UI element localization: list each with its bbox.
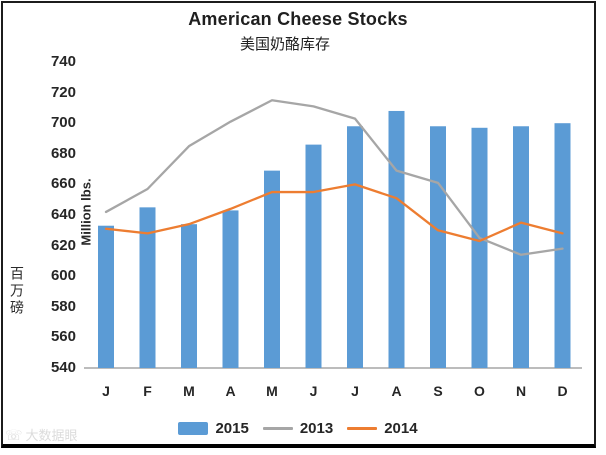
legend-line-swatch-icon bbox=[262, 427, 293, 430]
y-tick-label: 640 bbox=[50, 206, 76, 223]
legend-item-2014: 2014 bbox=[347, 420, 418, 437]
chart-title: American Cheese Stocks bbox=[188, 9, 408, 29]
bar-2015-D bbox=[554, 123, 571, 368]
y-tick-label: 540 bbox=[50, 359, 76, 376]
x-tick-label: M bbox=[183, 383, 195, 399]
y-tick-label: 560 bbox=[50, 328, 76, 346]
y-tick-label: 580 bbox=[50, 297, 76, 315]
legend-label: 2014 bbox=[384, 420, 418, 437]
y-tick-label: 660 bbox=[50, 175, 76, 193]
legend-item-2015: 2015 bbox=[178, 420, 249, 437]
bar-2015-J bbox=[305, 144, 322, 368]
y-tick-label: 600 bbox=[50, 267, 76, 285]
x-tick-label: N bbox=[515, 383, 527, 399]
chart-subtitle: 美国奶酪库存 bbox=[239, 36, 330, 53]
x-tick-label: J bbox=[351, 383, 359, 399]
bar-2015-M bbox=[264, 170, 280, 368]
y-tick-label: 620 bbox=[50, 236, 76, 254]
y-tick-label: 680 bbox=[50, 144, 76, 162]
x-tick-label: D bbox=[557, 383, 568, 399]
x-tick-label: J bbox=[102, 383, 110, 399]
bar-2015-S bbox=[430, 126, 446, 368]
x-tick-label: F bbox=[143, 383, 152, 399]
x-tick-label: J bbox=[309, 383, 318, 399]
x-tick-label: A bbox=[391, 383, 402, 399]
watermark: ☏ 大数据眼 bbox=[5, 425, 78, 444]
window-frame bbox=[1, 1, 596, 448]
bar-2015-O bbox=[471, 127, 488, 368]
watermark-text: 大数据眼 bbox=[25, 428, 78, 443]
x-tick-label: O bbox=[474, 383, 485, 399]
y-tick-label: 700 bbox=[50, 114, 76, 132]
legend-item-2013: 2013 bbox=[262, 420, 334, 437]
bar-2015-F bbox=[139, 207, 156, 368]
bar-2015-J bbox=[347, 126, 363, 368]
x-tick-label: A bbox=[225, 383, 236, 399]
legend: 2015 2013 2014 bbox=[0, 420, 596, 437]
bar-2015-A bbox=[222, 210, 239, 368]
x-tick-label: M bbox=[266, 383, 278, 399]
bar-2015-A bbox=[388, 110, 405, 369]
legend-line-swatch-icon bbox=[347, 427, 378, 430]
legend-bar-swatch-icon bbox=[178, 422, 209, 435]
legend-label: 2015 bbox=[215, 420, 249, 437]
y-tick-label: 720 bbox=[50, 83, 76, 101]
y-tick-label: 740 bbox=[50, 53, 76, 70]
line-2014 bbox=[104, 183, 564, 243]
watermark-logo-icon: ☏ bbox=[5, 426, 23, 443]
line-2013 bbox=[104, 99, 564, 256]
y-axis-title-cn: 百万磅 bbox=[9, 266, 25, 317]
x-tick-label: S bbox=[433, 383, 443, 399]
legend-label: 2013 bbox=[299, 420, 334, 437]
bar-2015-J bbox=[98, 225, 114, 368]
bar-2015-N bbox=[513, 126, 529, 368]
bar-2015-M bbox=[181, 224, 197, 368]
